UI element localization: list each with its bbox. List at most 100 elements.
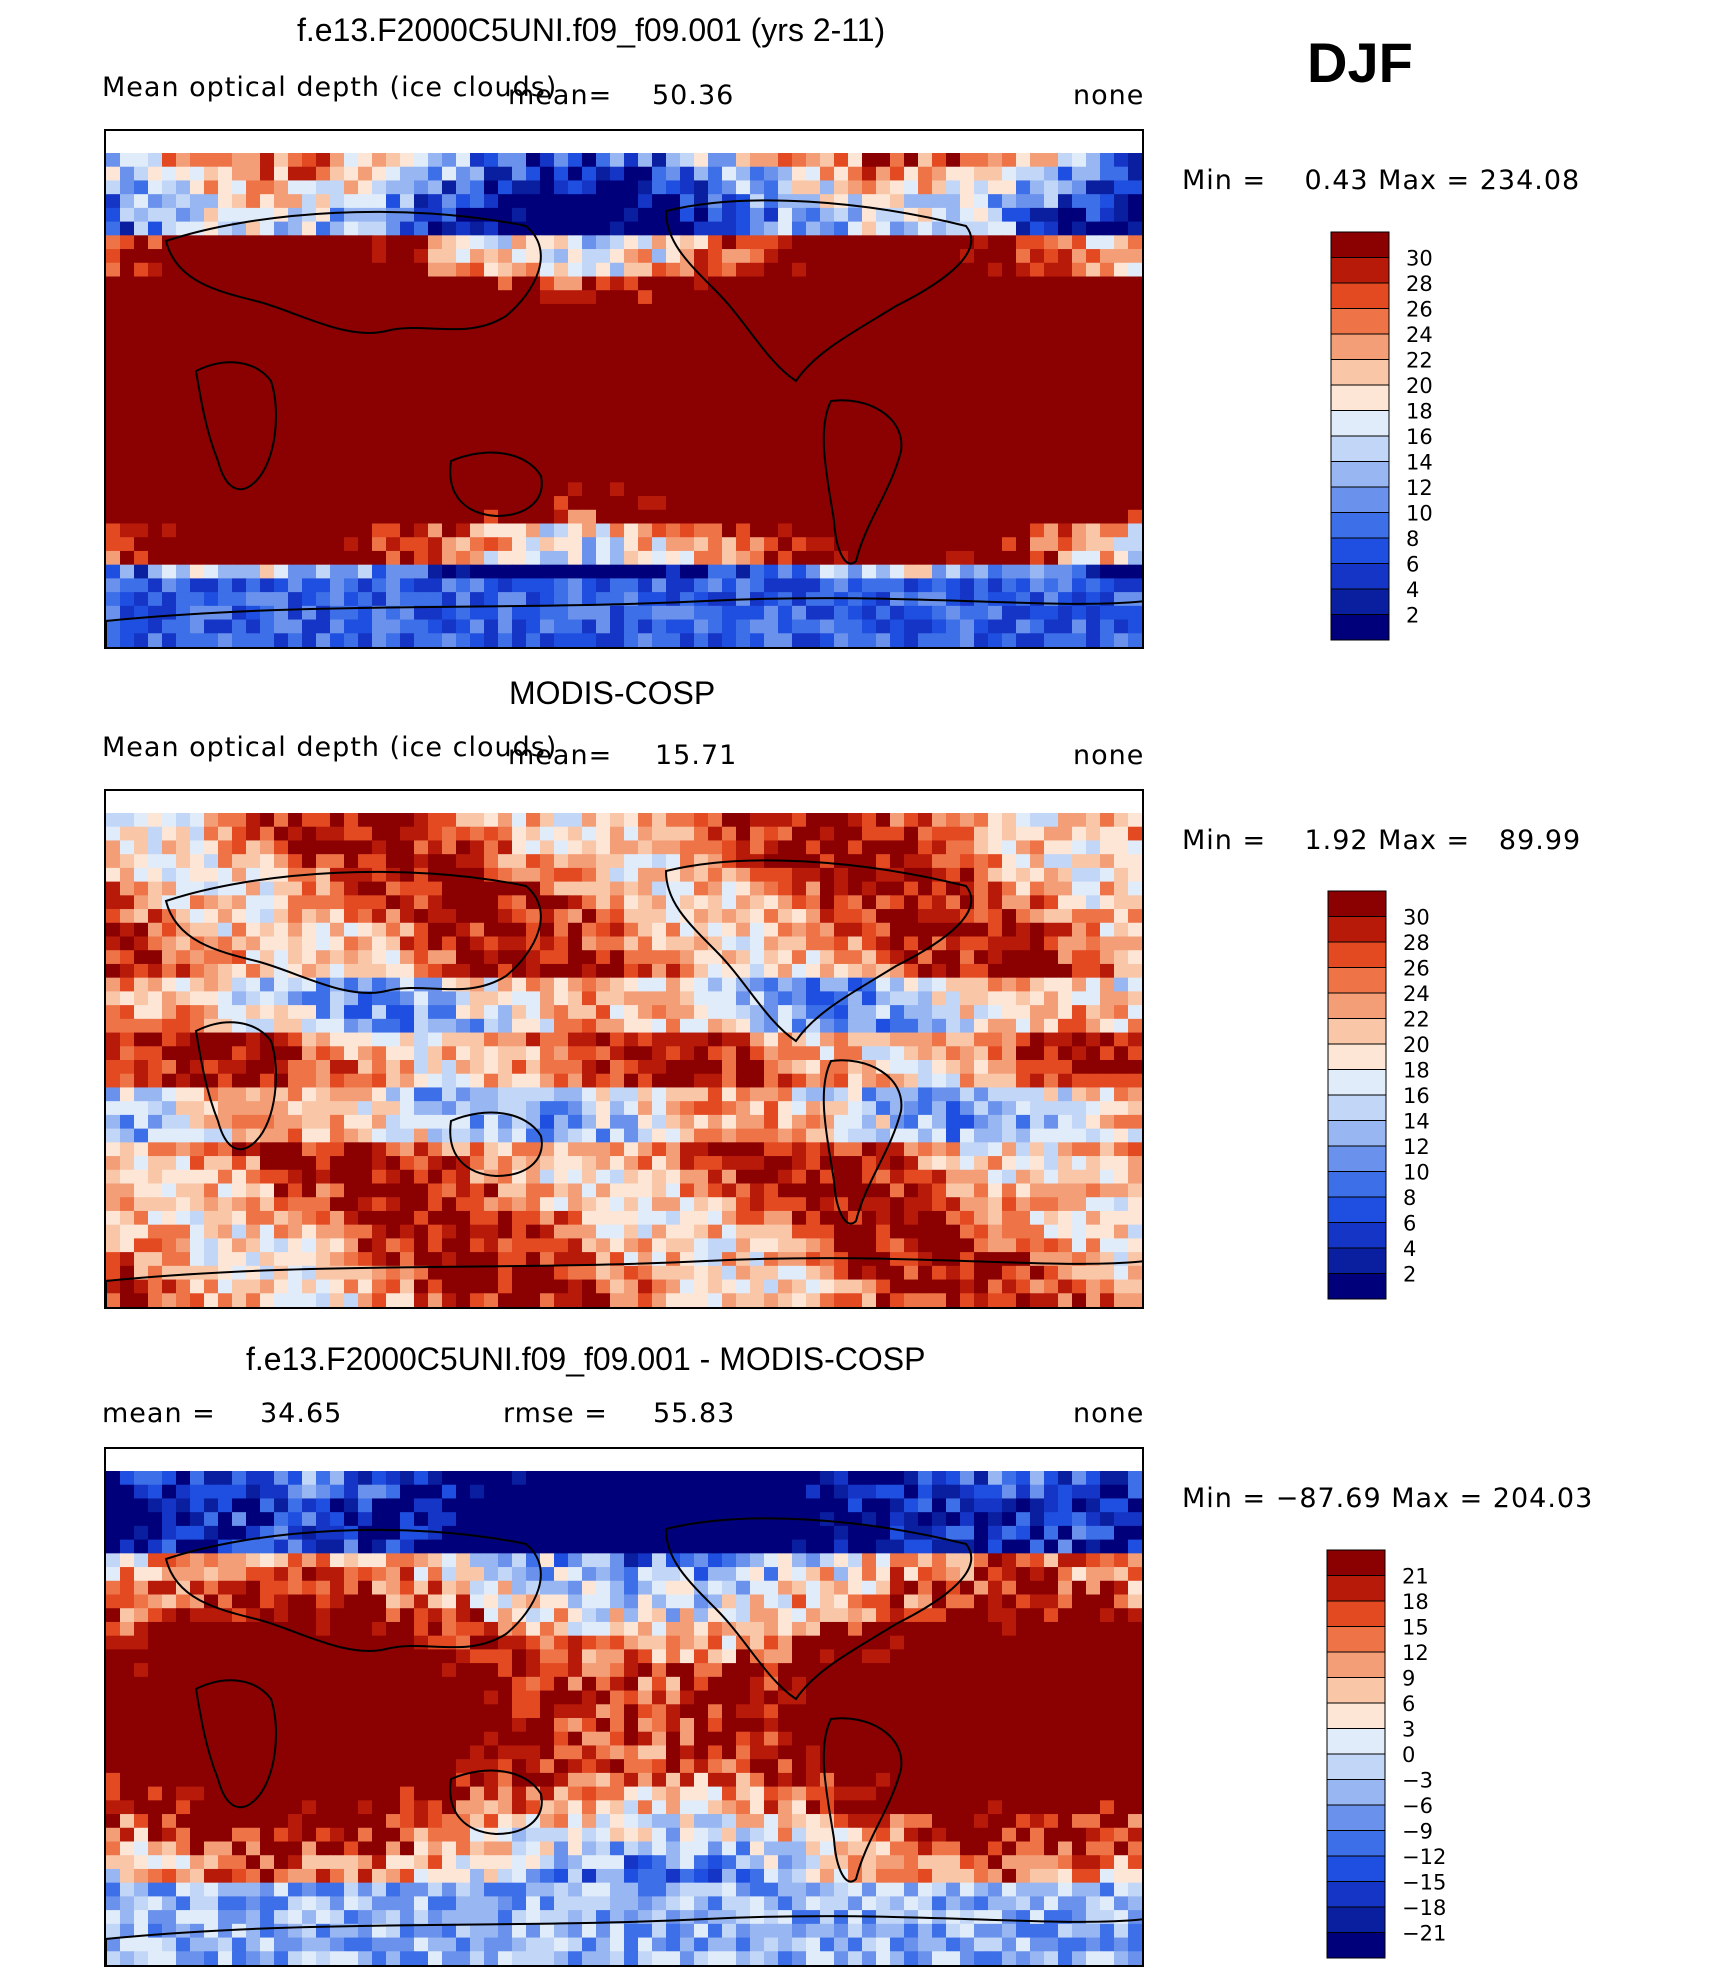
coastline [822,1717,903,1883]
colorbar-box [1326,1728,1386,1755]
coastline [194,361,277,491]
colorbar-tick-label: 14 [1406,451,1433,475]
coastline [822,399,903,565]
colorbar-tick-label: 0 [1402,1743,1415,1767]
colorbar-box [1326,1651,1386,1678]
colorbar-box [1330,359,1390,386]
colorbar-tick-label: −3 [1402,1769,1433,1793]
colorbar-box [1327,992,1387,1019]
colorbar-tick-label: −9 [1402,1820,1433,1844]
coastline [194,1679,277,1809]
panel2-map [104,789,1144,1309]
panel3-rmse-label: rmse = [503,1398,608,1429]
colorbar-box [1326,1549,1386,1576]
colorbar-tick-label: 30 [1406,247,1433,271]
colorbar-box [1327,1120,1387,1147]
colorbar-tick-label: 28 [1403,931,1430,955]
colorbar-box [1327,1196,1387,1223]
colorbar-box [1327,1247,1387,1274]
colorbar-box [1326,1855,1386,1882]
colorbar-tick-label: 2 [1403,1263,1416,1287]
colorbar-box [1330,486,1390,513]
colorbar-tick-label: −12 [1402,1845,1446,1869]
colorbar-tick-label: 22 [1403,1008,1430,1032]
colorbar-tick-label: 21 [1402,1565,1429,1589]
colorbar-box [1327,941,1387,968]
colorbar-box [1330,231,1390,258]
colorbar-tick-label: 3 [1402,1718,1415,1742]
coastline [164,1528,542,1652]
panel1-minmax: Min = 0.43 Max = 234.08 [1182,165,1581,196]
colorbar-tick-label: 14 [1403,1110,1430,1134]
colorbar-tick-label: 26 [1403,957,1430,981]
coastline [164,870,542,994]
colorbar-tick-label: 10 [1403,1161,1430,1185]
panel1-mean-label: mean= [508,80,613,111]
coastline [664,199,973,383]
colorbar-box [1326,1906,1386,1933]
colorbar-tick-label: 18 [1406,400,1433,424]
colorbar-box [1330,282,1390,309]
panel3-mean-value: 34.65 [260,1398,343,1429]
colorbar-box [1327,1171,1387,1198]
colorbar-box [1330,537,1390,564]
panel3-minmax: Min = −87.69 Max = 204.03 [1182,1483,1594,1514]
colorbar-box [1327,1145,1387,1172]
panel3-colorbar: 21 18 15 12 9 6 3 0 −3 −6 −9 −12 −15 −18 −21 [1326,1549,1466,1966]
panel1-title: f.e13.F2000C5UNI.f09_f09.001 (yrs 2-11) [297,12,886,48]
colorbar-tick-label: 18 [1402,1590,1429,1614]
colorbar-box [1330,333,1390,360]
panel3-mean-label: mean = [102,1398,216,1429]
coastline [449,1111,543,1178]
colorbar-tick-label: 12 [1406,476,1433,500]
panel1-units: none [1073,80,1145,111]
colorbar-box [1330,614,1390,641]
colorbar-box [1326,1932,1386,1959]
season-label: DJF [1307,31,1413,94]
colorbar-box [1330,461,1390,488]
panel3-map [104,1447,1144,1967]
colorbar-box [1327,1222,1387,1249]
colorbar-tick-label: 18 [1403,1059,1430,1083]
colorbar-box [1330,384,1390,411]
colorbar-box [1330,410,1390,437]
colorbar-box [1327,1018,1387,1045]
colorbar-box [1327,1043,1387,1070]
colorbar-tick-label: −18 [1402,1896,1446,1920]
colorbar-tick-label: 24 [1406,323,1433,347]
coastline [449,451,543,518]
colorbar-box [1326,1804,1386,1831]
colorbar-tick-label: 24 [1403,982,1430,1006]
colorbar-box [1330,308,1390,335]
panel2-variable: Mean optical depth (ice clouds) [102,732,558,763]
coastline [822,1059,903,1225]
colorbar-tick-label: 28 [1406,272,1433,296]
colorbar-tick-label: 8 [1403,1186,1416,1210]
panel2-colorbar: 30 28 26 24 22 20 18 16 14 12 10 8 6 4 2 [1327,890,1467,1307]
panel1-map [104,129,1144,649]
colorbar-box [1326,1702,1386,1729]
colorbar-box [1330,512,1390,539]
panel3-rmse-value: 55.83 [653,1398,736,1429]
colorbar-tick-label: 16 [1406,425,1433,449]
colorbar-tick-label: 20 [1406,374,1433,398]
colorbar-tick-label: 4 [1406,578,1419,602]
colorbar-tick-label: 6 [1406,553,1419,577]
colorbar-box [1330,563,1390,590]
panel2-units: none [1073,740,1145,771]
colorbar-box [1330,257,1390,284]
colorbar-tick-label: 6 [1403,1212,1416,1236]
colorbar-tick-label: 16 [1403,1084,1430,1108]
coastline [106,1915,1142,1965]
colorbar-box [1326,1575,1386,1602]
colorbar-box [1327,1273,1387,1300]
colorbar-box [1330,435,1390,462]
coastline [449,1769,543,1836]
panel1-colorbar: 30 28 26 24 22 20 18 16 14 12 10 8 6 4 2 [1330,231,1470,648]
panel3-title: f.e13.F2000C5UNI.f09_f09.001 - MODIS-COS… [246,1341,926,1377]
coastline [194,1021,277,1151]
coastline [164,210,542,334]
colorbar-tick-label: 12 [1403,1135,1430,1159]
colorbar-box [1326,1600,1386,1627]
colorbar-tick-label: 30 [1403,906,1430,930]
